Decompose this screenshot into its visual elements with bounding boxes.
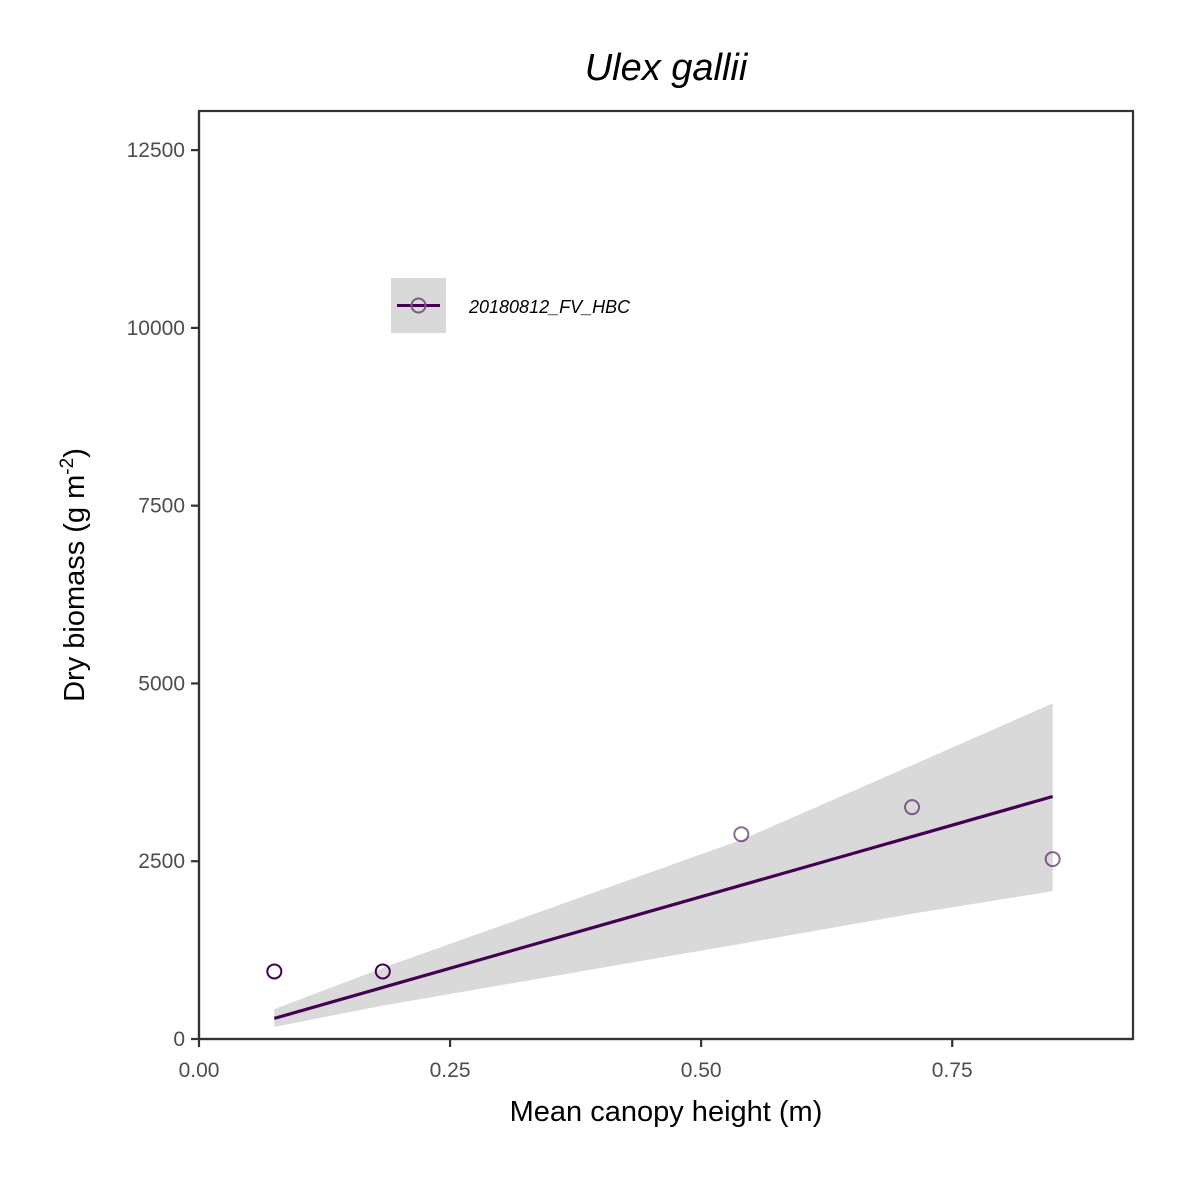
y-axis-title: Dry biomass (g m-2): [57, 448, 91, 702]
x-tick-label: 0.75: [932, 1059, 973, 1082]
x-axis-title: Mean canopy height (m): [510, 1096, 823, 1128]
fit-line-layer: [273, 794, 1054, 1020]
x-tick-label: 0.50: [681, 1059, 722, 1082]
y-axis: 0 2500 5000 7500 10000 12500: [127, 111, 201, 1051]
y-axis-title-main: Dry biomass (g m: [59, 475, 91, 702]
confidence-band: [274, 703, 1053, 1027]
x-axis: 0.00 0.25 0.50 0.75: [179, 1037, 1133, 1082]
y-axis-title-superscript: -2: [57, 458, 78, 475]
data-point: [266, 963, 283, 980]
chart-title: Ulex gallii: [585, 47, 749, 89]
x-tick-label: 0.25: [430, 1059, 471, 1082]
data-points-layer: [266, 799, 1061, 980]
data-point: [733, 826, 750, 843]
legend: 20180812_FV_HBC: [391, 278, 631, 333]
y-tick-label: 0: [173, 1028, 185, 1051]
y-tick-label: 5000: [138, 672, 185, 695]
y-axis-title-close: ): [59, 448, 91, 458]
x-tick-label: 0.00: [179, 1059, 220, 1082]
legend-label: 20180812_FV_HBC: [468, 297, 631, 317]
y-tick-label: 2500: [138, 850, 185, 873]
y-tick-label: 10000: [127, 317, 185, 340]
data-point: [374, 963, 391, 980]
confidence-band-layer: [274, 703, 1053, 1027]
legend-key-point: [410, 297, 427, 314]
y-tick-label: 7500: [138, 495, 185, 518]
data-point: [1044, 851, 1061, 868]
fit-line: [273, 794, 1054, 1020]
y-tick-label: 12500: [127, 139, 185, 162]
data-point: [904, 799, 921, 816]
